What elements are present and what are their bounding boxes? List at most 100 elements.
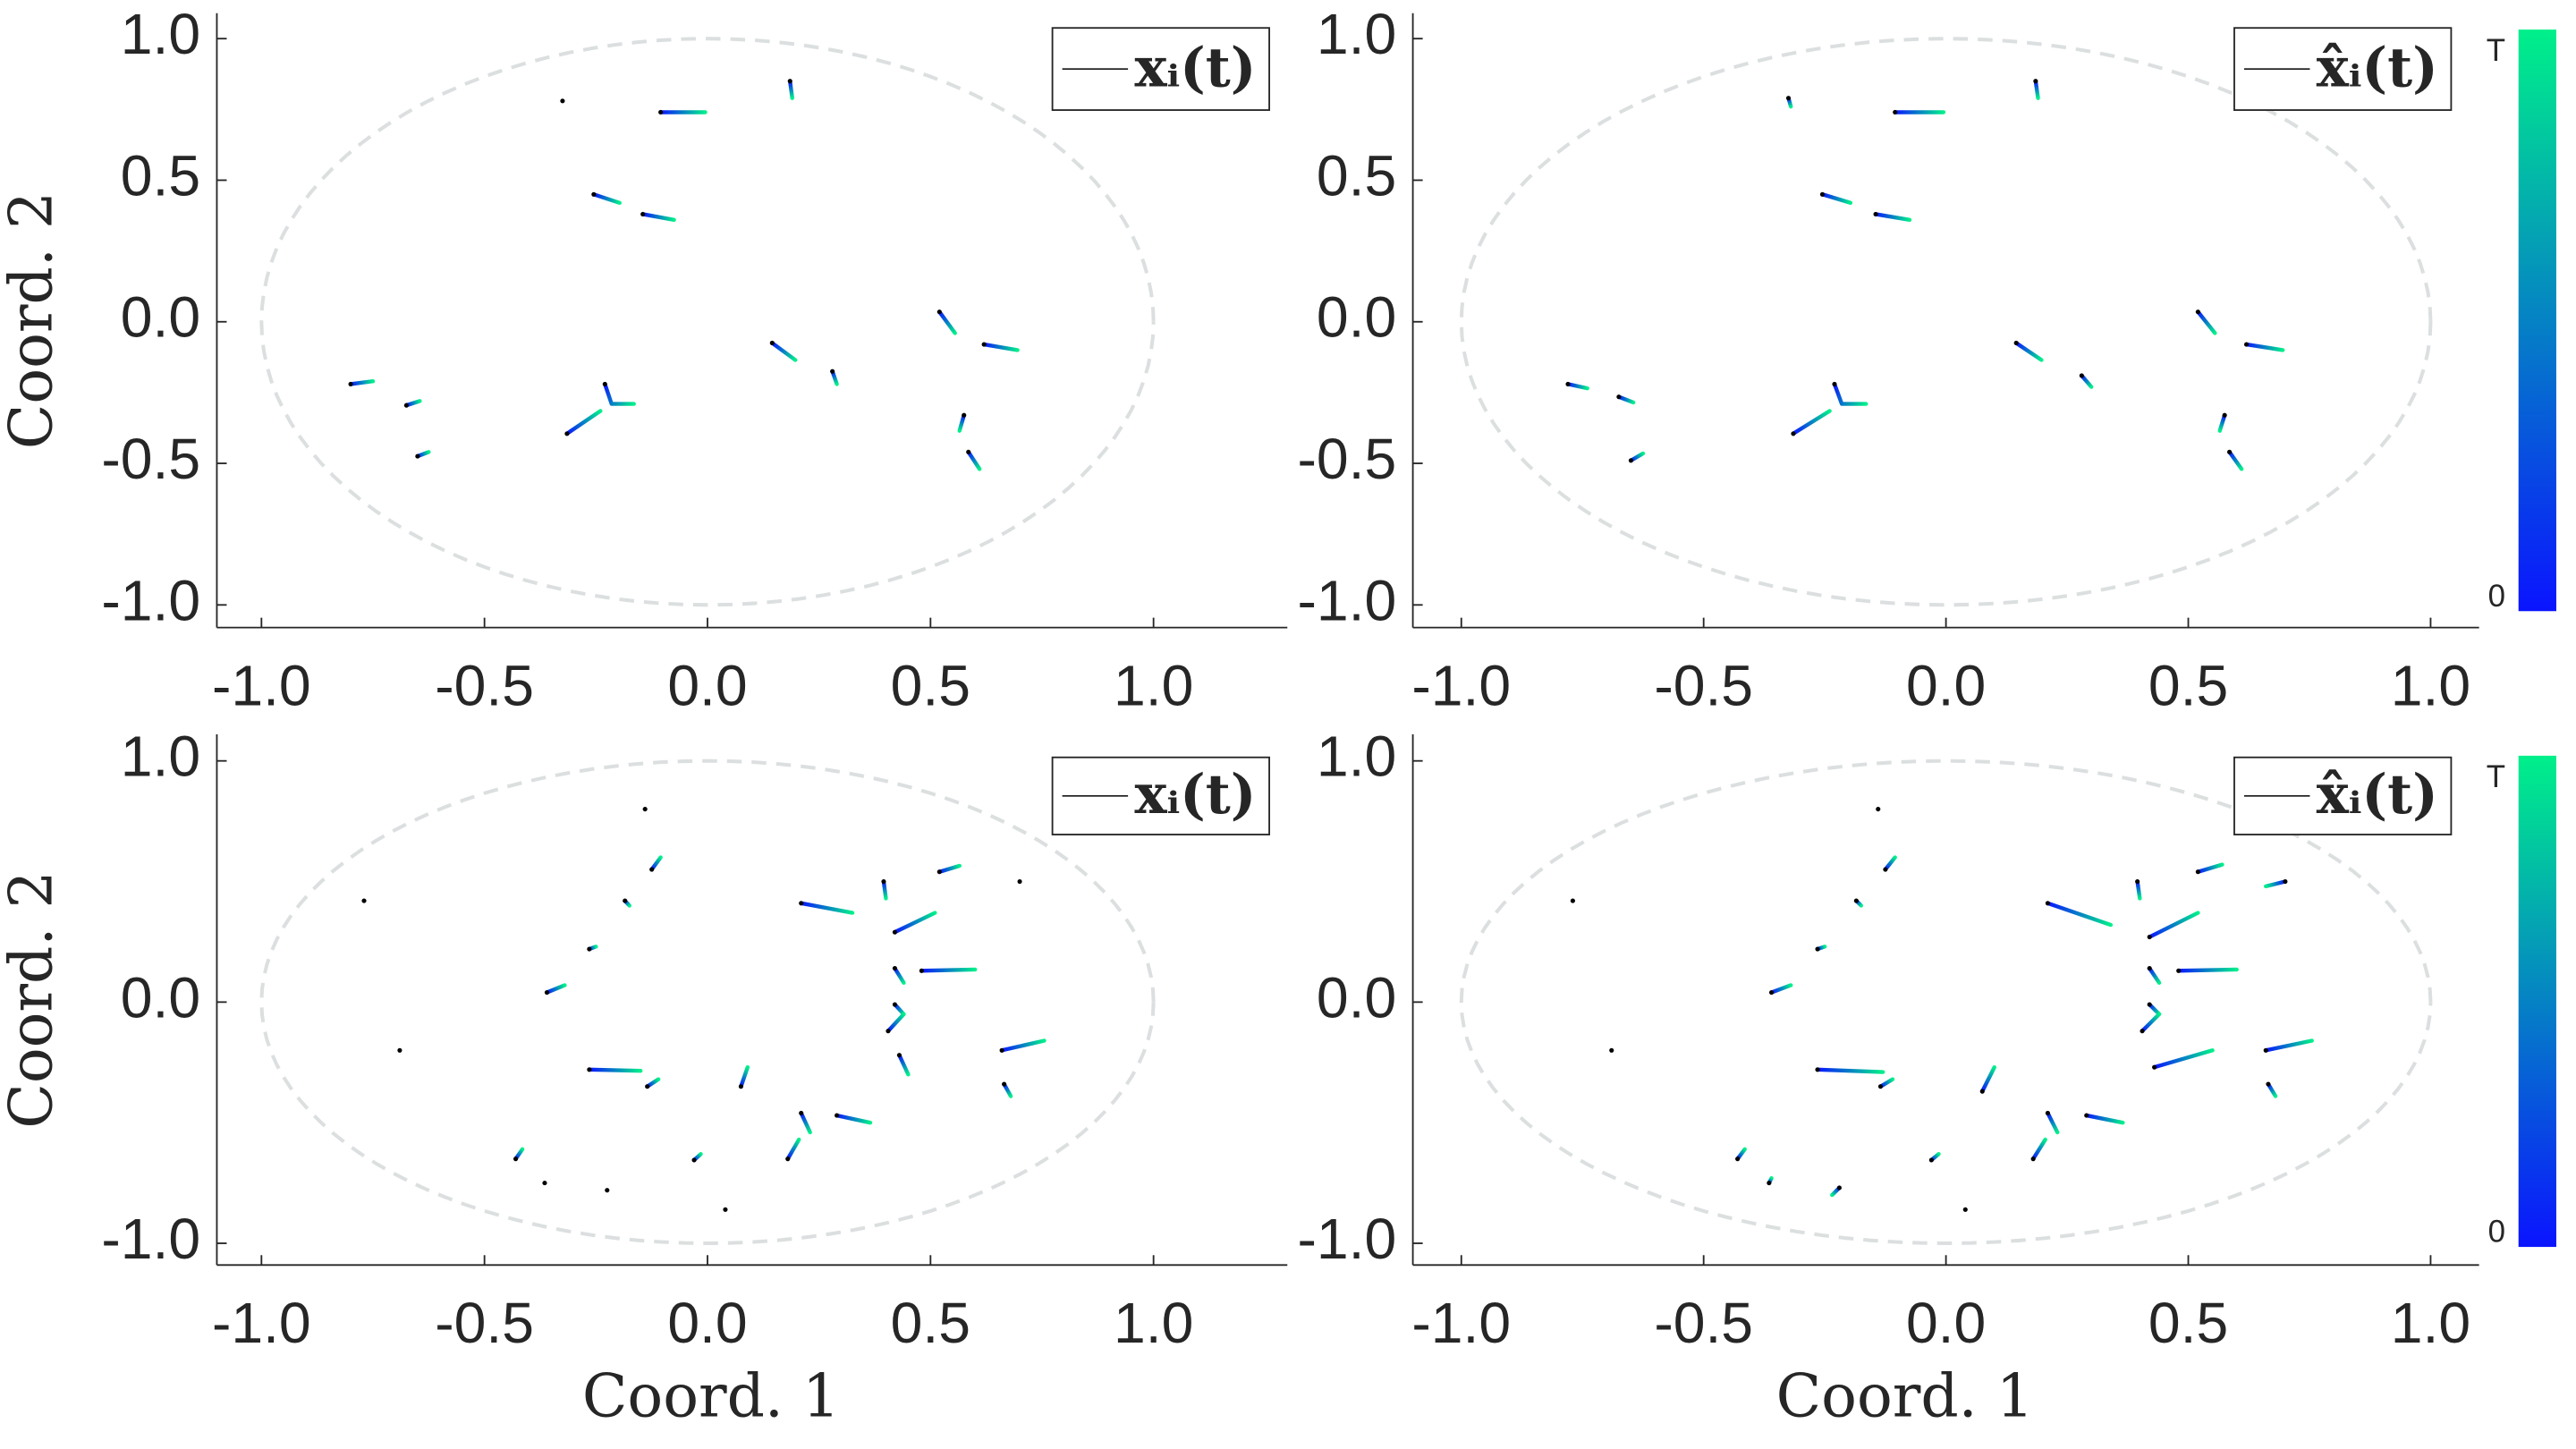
agent-position xyxy=(1570,898,1575,903)
y-tick-label: 1.0 xyxy=(121,2,200,66)
trajectory xyxy=(893,911,937,935)
y-tick-label: -1.0 xyxy=(1297,1207,1396,1271)
x-tick-label: 1.0 xyxy=(2391,653,2470,717)
boundary-circle xyxy=(259,758,1156,1246)
agent-position xyxy=(1785,96,1792,101)
agent-position xyxy=(1735,1157,1741,1162)
boundary-circle xyxy=(1459,37,2433,607)
agent-position xyxy=(649,867,655,872)
agent-position xyxy=(2152,1064,2157,1070)
agent-position xyxy=(2195,309,2200,315)
agent-position xyxy=(738,1084,743,1089)
agent-position xyxy=(691,1157,697,1163)
agent-position xyxy=(560,98,565,104)
trajectory xyxy=(897,1053,911,1077)
agent-position xyxy=(892,1002,898,1007)
x-tick-label: -1.0 xyxy=(1411,1291,1511,1355)
agent-position xyxy=(1832,381,1837,386)
agent-position xyxy=(348,381,353,386)
trajectory xyxy=(1769,983,1793,995)
agent-position xyxy=(564,431,570,436)
legend-label: xᵢ(t) xyxy=(1134,763,1256,826)
trajectory xyxy=(1878,1077,1895,1089)
x-tick-label: 1.0 xyxy=(1114,653,1193,717)
agent-position xyxy=(1836,1185,1842,1191)
agent-position xyxy=(966,449,971,454)
trajectory xyxy=(404,399,422,408)
agent-position xyxy=(896,1053,902,1058)
agent-position xyxy=(2243,342,2250,347)
x-tick-label: -1.0 xyxy=(1411,653,1511,717)
agent-position xyxy=(1873,211,1878,217)
agent-position xyxy=(1565,381,1571,386)
agent-position xyxy=(830,369,835,374)
agent-position xyxy=(1962,1207,1968,1212)
y-tick-label: 1.0 xyxy=(1317,724,1396,789)
agent-position xyxy=(723,1207,728,1212)
x-tick-label: 0.0 xyxy=(667,1291,747,1355)
agent-position xyxy=(892,966,898,971)
agent-position xyxy=(2084,1113,2089,1118)
agent-position xyxy=(1819,191,1826,197)
agent-position xyxy=(2045,901,2050,906)
colorbar-tick-label: 0 xyxy=(2488,1215,2505,1250)
agent-position xyxy=(587,1067,592,1072)
colorbar-tick-label: 0 xyxy=(2488,579,2505,614)
y-tick-label: -1.0 xyxy=(101,568,200,632)
trajectory xyxy=(957,413,966,433)
trajectory xyxy=(739,1064,750,1089)
trajectory xyxy=(2033,79,2040,100)
y-tick-label: 0.0 xyxy=(121,285,200,350)
agent-position xyxy=(1616,394,1622,400)
trajectory xyxy=(1820,192,1853,205)
agent-position xyxy=(1877,1084,1884,1089)
x-tick-label: -1.0 xyxy=(212,1291,311,1355)
trajectory xyxy=(348,379,376,386)
agent-position xyxy=(1979,1089,1985,1094)
x-tick-label: -0.5 xyxy=(435,653,534,717)
y-tick-label: -0.5 xyxy=(1297,427,1396,491)
agent-position xyxy=(2013,340,2019,346)
x-tick-label: 0.5 xyxy=(891,1291,970,1355)
legend-label: x̂ᵢ(t) xyxy=(2317,36,2438,99)
x-tick-label: 0.5 xyxy=(2148,653,2228,717)
agent-position xyxy=(892,929,898,935)
y-tick-label: 0.5 xyxy=(121,143,200,208)
agent-position xyxy=(403,402,409,408)
trajectory xyxy=(649,855,663,872)
trajectory xyxy=(937,863,962,874)
y-tick-label: 0.0 xyxy=(121,965,200,1030)
agent-position xyxy=(1928,1157,1934,1163)
trajectory xyxy=(2030,1137,2047,1161)
agent-position xyxy=(2263,1047,2268,1053)
agent-position xyxy=(769,340,775,346)
colorbar-tick-label: T xyxy=(2487,33,2505,68)
trajectory xyxy=(981,342,1020,352)
agent-position xyxy=(785,1157,791,1162)
trajectory xyxy=(1791,409,1832,436)
agent-position xyxy=(981,342,987,347)
trajectory xyxy=(881,879,888,901)
trajectory xyxy=(937,309,957,335)
agent-position xyxy=(1893,109,1898,115)
agent-position xyxy=(542,1181,547,1186)
agent-position xyxy=(2147,966,2152,971)
trajectory xyxy=(1980,1064,1996,1094)
y-axis-label: Coord. 2 xyxy=(0,871,65,1129)
agent-position xyxy=(642,807,648,812)
trajectory xyxy=(966,450,982,471)
trajectory xyxy=(770,341,798,362)
agent-position xyxy=(2176,968,2182,973)
agent-position xyxy=(1628,458,1633,463)
y-tick-label: 0.5 xyxy=(1317,143,1396,208)
trajectory xyxy=(2080,373,2094,389)
agent-position xyxy=(623,898,628,903)
y-tick-label: 1.0 xyxy=(121,724,200,789)
agent-position xyxy=(919,968,924,973)
agent-position xyxy=(2147,1002,2152,1007)
agent-position xyxy=(1815,946,1820,952)
trajectory xyxy=(2244,342,2285,352)
x-tick-label: 1.0 xyxy=(2391,1291,2470,1355)
x-tick-label: -0.5 xyxy=(1654,1291,1753,1355)
x-axis-label: Coord. 1 xyxy=(1776,1362,2034,1431)
